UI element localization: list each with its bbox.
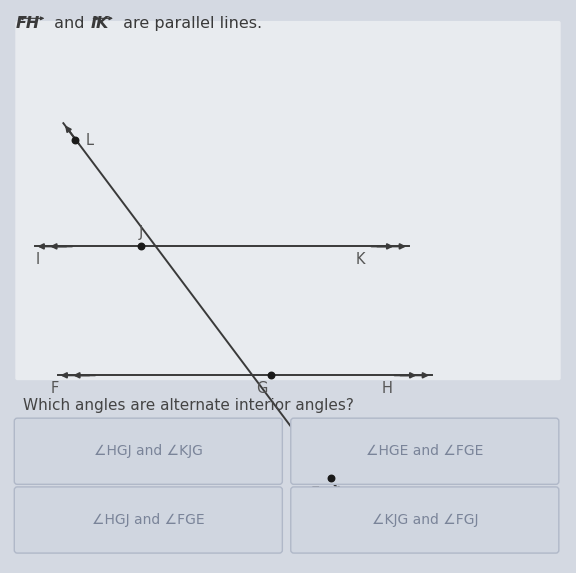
Text: IK: IK bbox=[90, 16, 109, 31]
Text: ∠HGJ and ∠FGE: ∠HGJ and ∠FGE bbox=[92, 513, 204, 527]
Point bbox=[137, 242, 146, 251]
Text: ∠HGJ and ∠KJG: ∠HGJ and ∠KJG bbox=[94, 444, 203, 458]
Text: are parallel lines.: are parallel lines. bbox=[118, 16, 262, 31]
Text: E: E bbox=[310, 486, 320, 501]
FancyBboxPatch shape bbox=[291, 487, 559, 553]
FancyBboxPatch shape bbox=[16, 21, 560, 380]
FancyBboxPatch shape bbox=[14, 487, 282, 553]
Text: H: H bbox=[382, 381, 392, 396]
FancyBboxPatch shape bbox=[14, 418, 282, 484]
Point bbox=[266, 371, 275, 380]
Text: and: and bbox=[49, 16, 90, 31]
Text: FH: FH bbox=[16, 16, 40, 31]
Text: Which angles are alternate interior angles?: Which angles are alternate interior angl… bbox=[23, 398, 354, 413]
FancyBboxPatch shape bbox=[291, 418, 559, 484]
Text: ∠HGE and ∠FGE: ∠HGE and ∠FGE bbox=[366, 444, 483, 458]
Text: K: K bbox=[355, 252, 365, 267]
Point bbox=[327, 474, 336, 483]
Text: G: G bbox=[256, 381, 268, 396]
Text: F: F bbox=[51, 381, 59, 396]
Point bbox=[70, 136, 79, 145]
Text: I: I bbox=[35, 252, 40, 267]
Text: J: J bbox=[139, 225, 143, 240]
Text: ∠KJG and ∠FGJ: ∠KJG and ∠FGJ bbox=[372, 513, 478, 527]
Text: L: L bbox=[85, 133, 93, 148]
